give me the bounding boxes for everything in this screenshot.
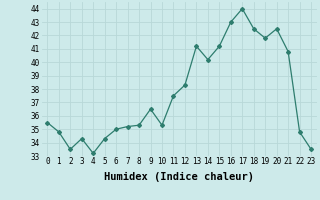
X-axis label: Humidex (Indice chaleur): Humidex (Indice chaleur) — [104, 172, 254, 182]
